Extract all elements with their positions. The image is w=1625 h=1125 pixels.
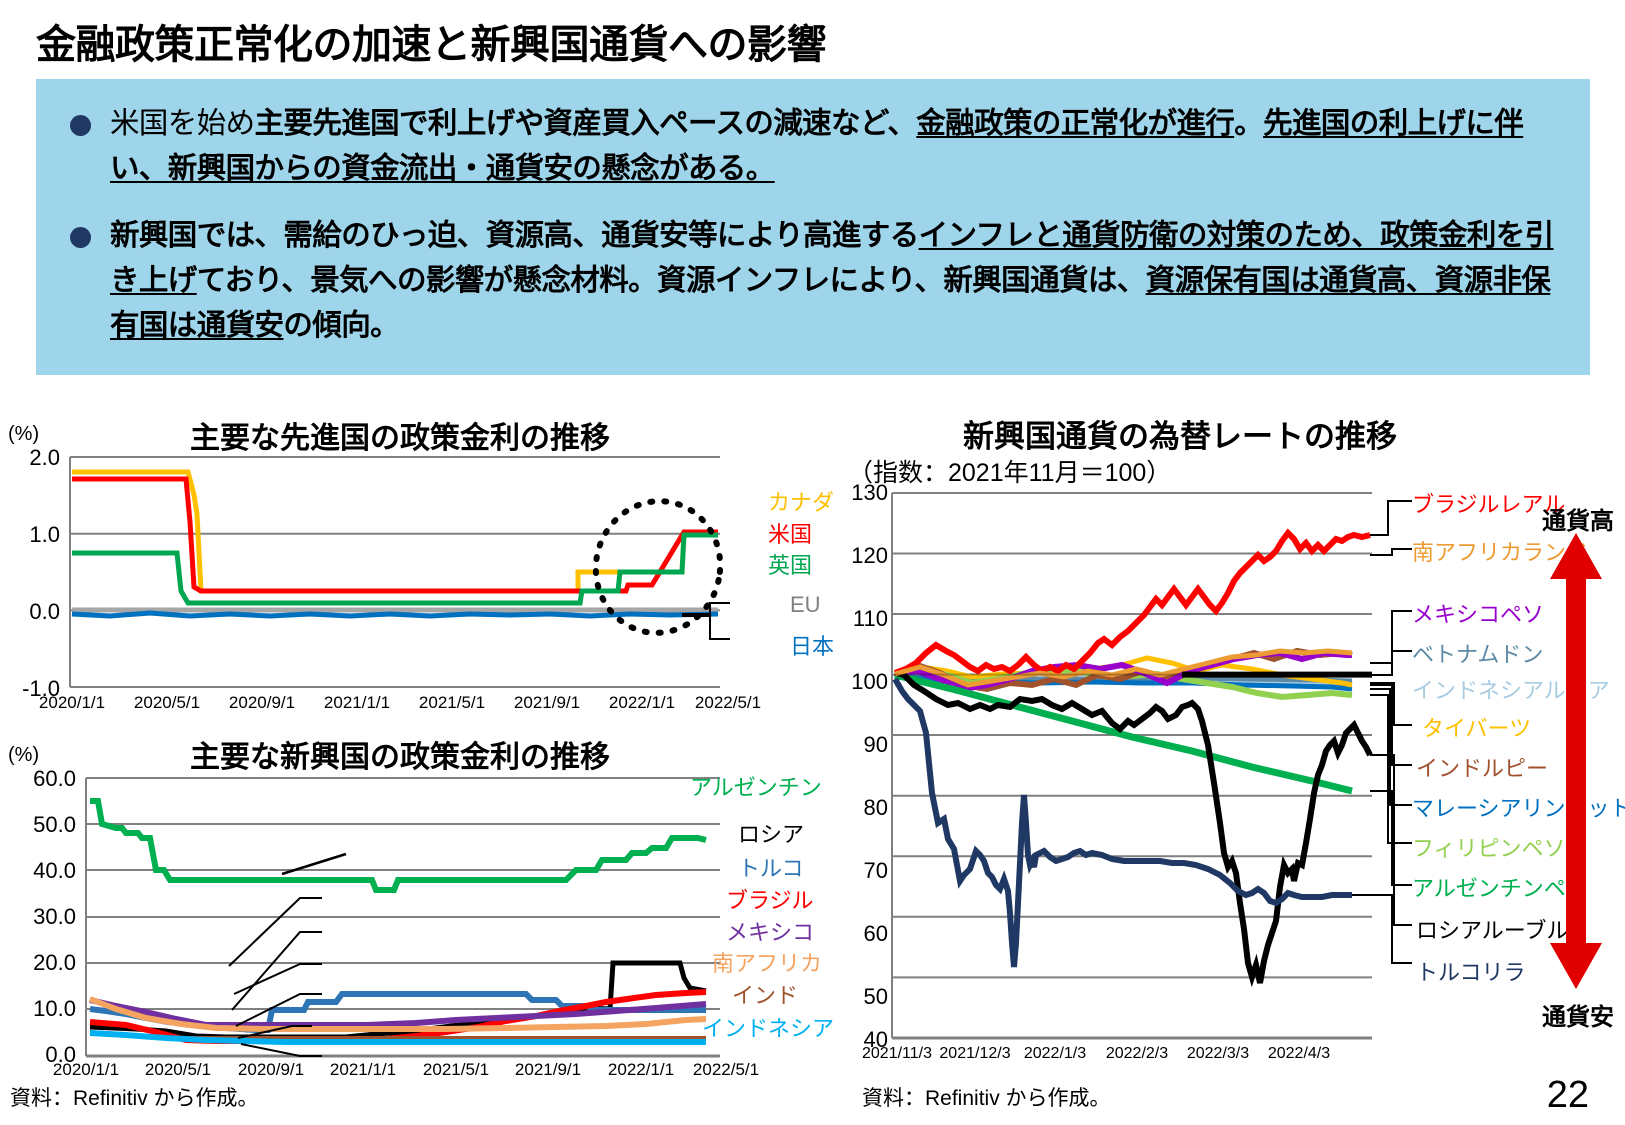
chart3-legend-mexico: メキシコペソ xyxy=(1412,602,1545,627)
chart1-xtick-5: 2021/9/1 xyxy=(513,693,581,712)
summary-bullet-1-text: 米国を始め主要先進国で利上げや資産買入ペースの減速など、金融政策の正常化が進行。… xyxy=(110,107,1524,185)
chart1-title: 主要な先進国の政策金利の推移 xyxy=(190,422,610,455)
chart3-xtick-2: 2022/1/3 xyxy=(1023,1045,1087,1062)
chart3-legend-vietnam: ベトナムドン xyxy=(1412,642,1544,667)
chart3-xtick-5: 2022/4/3 xyxy=(1267,1045,1331,1062)
currency-appreciation-label: 通貨高 xyxy=(1542,508,1614,535)
bullet-dot-icon xyxy=(70,227,91,248)
chart2-ytick-1: 50.0 xyxy=(33,812,76,837)
chart2-legend-southafrica: 南アフリカ xyxy=(712,951,823,976)
summary-bullet-1: 米国を始め主要先進国で利上げや資産買入ペースの減速など、金融政策の正常化が進行。… xyxy=(70,101,1560,191)
chart3-xtick-3: 2022/2/3 xyxy=(1105,1045,1169,1062)
chart2-legend-india: インド xyxy=(732,983,799,1008)
chart3-legend-russia: ロシアルーブル xyxy=(1416,918,1569,943)
chart2-legend-indonesia: インドネシア xyxy=(702,1016,835,1041)
summary-bullet-2: 新興国では、需給のひっ迫、資源高、通貨安等により高進するインフレと通貨防衛の対策… xyxy=(70,213,1560,348)
chart2-ytick-3: 30.0 xyxy=(33,904,76,929)
chart1-xtick-6: 2022/1/1 xyxy=(608,693,676,712)
chart3-ytick-5: 80 xyxy=(863,795,888,820)
chart2-ytick-2: 40.0 xyxy=(33,858,76,883)
chart1-xtick-7: 2022/5/1 xyxy=(694,693,762,712)
chart3-ytick-9: 40 xyxy=(863,1027,888,1052)
source-note-right: 資料：Refinitiv から作成。 xyxy=(862,1087,1111,1110)
chart2-xtick-0: 2020/1/1 xyxy=(52,1060,120,1079)
chart2-ytick-4: 20.0 xyxy=(33,950,76,975)
currency-direction-arrow-icon xyxy=(1550,533,1602,989)
chart3-ytick-6: 70 xyxy=(863,858,888,883)
chart1-ytick-0: 2.0 xyxy=(29,445,60,470)
chart2-ytick-0: 60.0 xyxy=(33,766,76,791)
chart-emerging-fx-rates: 新興国通貨の為替レートの推移 （指数：2021年11月＝100） 130 120… xyxy=(830,405,1625,1075)
chart2-legend-turkey: トルコ xyxy=(738,856,804,881)
chart1-ytick-3: -1.0 xyxy=(22,676,60,701)
chart3-legend-southafrica: 南アフリカランド xyxy=(1412,540,1589,565)
chart3-ytick-7: 60 xyxy=(863,921,888,946)
currency-depreciation-label: 通貨安 xyxy=(1542,1004,1614,1031)
chart3-subtitle: （指数：2021年11月＝100） xyxy=(848,459,1172,487)
chart1-xtick-2: 2020/9/1 xyxy=(228,693,296,712)
chart-emerging-policy-rates: 主要な新興国の政策金利の推移 (%) 60.0 50.0 40.0 30.0 2… xyxy=(0,728,834,1079)
chart2-title: 主要な新興国の政策金利の推移 xyxy=(190,741,610,774)
chart3-legend-india: インドルピー xyxy=(1416,756,1549,781)
chart1-plot xyxy=(69,456,730,688)
chart3-plot xyxy=(891,492,1412,1040)
chart2-xtick-1: 2020/5/1 xyxy=(144,1060,212,1079)
bullet-dot-icon xyxy=(70,115,91,136)
chart2-legend-russia: ロシア xyxy=(738,822,805,847)
chart3-legend-thailand: タイバーツ xyxy=(1422,716,1532,741)
chart1-ytick-2: 0.0 xyxy=(29,599,60,624)
chart3-ytick-8: 50 xyxy=(863,984,888,1009)
chart1-xtick-4: 2021/5/1 xyxy=(418,693,486,712)
chart1-legend-canada: カナダ xyxy=(768,490,835,515)
chart1-ytick-1: 1.0 xyxy=(29,522,60,547)
chart3-legend-argentina: アルゼンチンペソ xyxy=(1412,876,1588,901)
chart2-xtick-3: 2021/1/1 xyxy=(329,1060,397,1079)
chart3-ytick-2: 110 xyxy=(852,606,888,631)
chart1-xtick-3: 2021/1/1 xyxy=(323,693,391,712)
chart3-title: 新興国通貨の為替レートの推移 xyxy=(963,419,1397,454)
chart2-yaxis-unit: (%) xyxy=(8,744,40,766)
chart3-xtick-0: 2021/11/3 xyxy=(862,1045,932,1062)
chart2-ytick-6: 0.0 xyxy=(45,1042,76,1067)
chart2-legend-argentina: アルゼンチン xyxy=(690,775,822,800)
chart3-ytick-4: 90 xyxy=(863,732,888,757)
chart1-yaxis-unit: (%) xyxy=(8,423,40,445)
chart1-legend-japan: 日本 xyxy=(790,634,835,659)
chart2-ytick-5: 10.0 xyxy=(33,996,76,1021)
chart3-ytick-0: 130 xyxy=(851,480,888,505)
chart2-xtick-2: 2020/9/1 xyxy=(237,1060,305,1079)
chart3-legend-brazil: ブラジルレアル xyxy=(1412,492,1566,517)
page-number: 22 xyxy=(1546,1074,1589,1116)
chart3-xtick-1: 2021/12/3 xyxy=(939,1045,1011,1062)
chart3-legend-philippines: フィリピンペソ xyxy=(1412,836,1566,861)
chart2-xtick-4: 2021/5/1 xyxy=(422,1060,490,1079)
chart3-ytick-3: 100 xyxy=(851,669,888,694)
chart2-xtick-6: 2022/1/1 xyxy=(607,1060,675,1079)
chart1-legend-us: 米国 xyxy=(768,522,813,547)
chart1-xtick-0: 2020/1/1 xyxy=(38,693,106,712)
chart-developed-policy-rates: 主要な先進国の政策金利の推移 (%) 2.0 1.0 0.0 -1.0 xyxy=(0,405,834,715)
summary-box: 米国を始め主要先進国で利上げや資産買入ペースの減速など、金融政策の正常化が進行。… xyxy=(36,79,1590,375)
chart3-xtick-4: 2022/3/3 xyxy=(1186,1045,1250,1062)
chart3-ytick-1: 120 xyxy=(851,543,888,568)
chart2-plot xyxy=(85,777,720,1058)
chart1-xtick-1: 2020/5/1 xyxy=(133,693,201,712)
chart1-legend-eu: EU xyxy=(790,592,821,617)
chart2-xtick-5: 2021/9/1 xyxy=(514,1060,582,1079)
chart2-legend-brazil: ブラジル xyxy=(726,888,814,913)
highlight-ellipse xyxy=(592,498,724,636)
chart2-xtick-7: 2022/5/1 xyxy=(692,1060,760,1079)
source-note-left: 資料：Refinitiv から作成。 xyxy=(10,1087,259,1110)
chart1-legend-uk: 英国 xyxy=(768,553,813,578)
summary-bullet-2-text: 新興国では、需給のひっ迫、資源高、通貨安等により高進するインフレと通貨防衛の対策… xyxy=(110,219,1554,342)
chart3-legend-turkey: トルコリラ xyxy=(1416,960,1526,985)
page-title: 金融政策正常化の加速と新興国通貨への影響 xyxy=(36,23,827,67)
chart2-legend-mexico: メキシコ xyxy=(726,920,815,945)
chart3-legend-malaysia: マレーシアリンギット xyxy=(1412,796,1625,821)
